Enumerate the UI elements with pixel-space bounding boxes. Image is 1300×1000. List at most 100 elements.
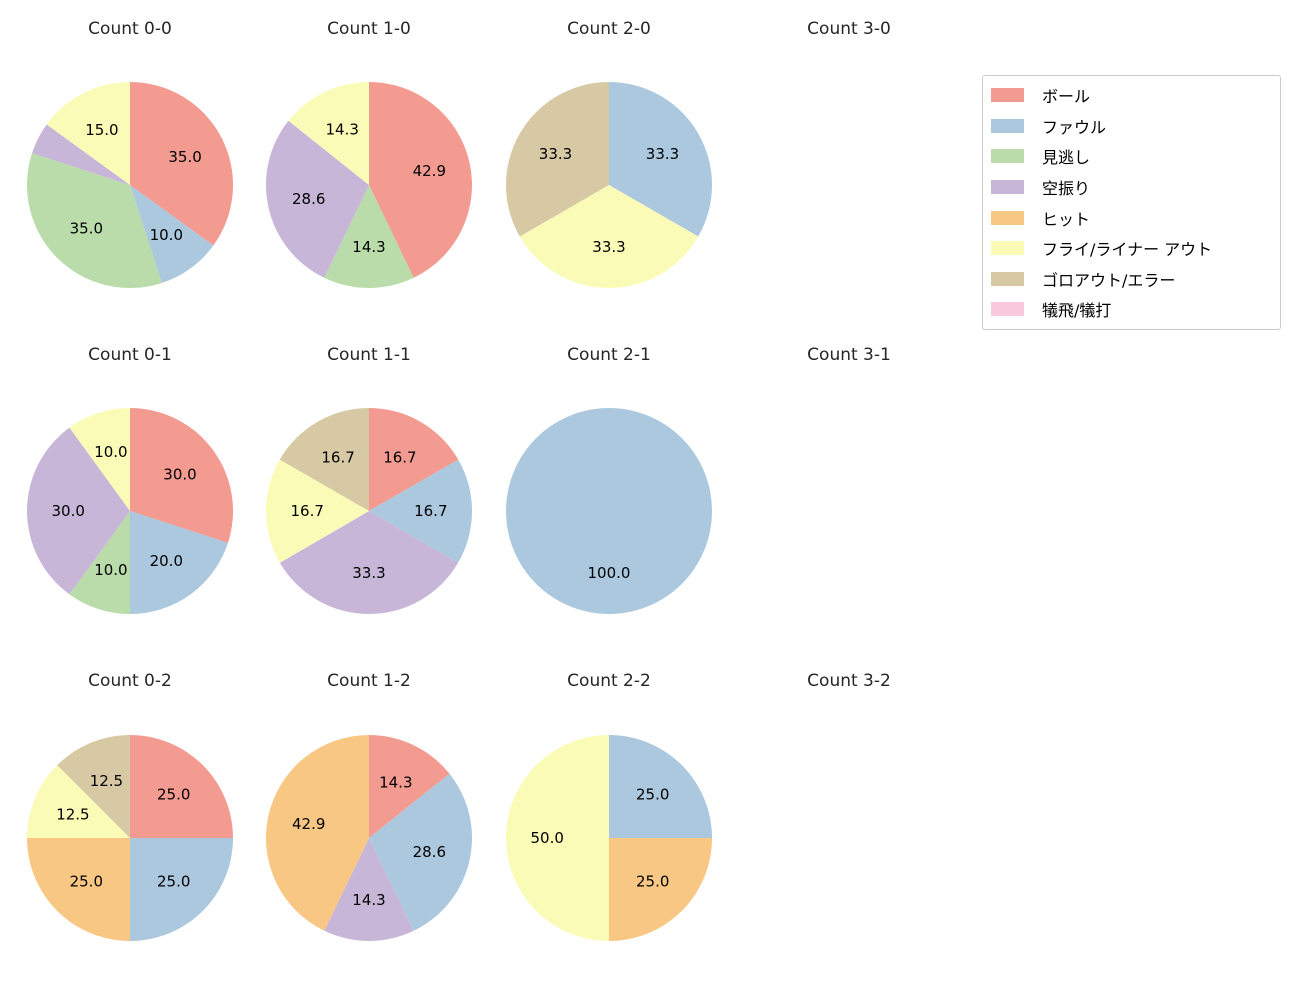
legend-swatch-icon (991, 118, 1024, 133)
chart-title: Count 0-0 (88, 19, 172, 39)
chart-title: Count 2-0 (567, 19, 651, 39)
pie-slice (288, 82, 369, 185)
chart-title: Count 0-1 (88, 345, 172, 365)
pie-slice-value: 50.0 (530, 829, 563, 847)
chart-title: Count 1-1 (327, 345, 411, 365)
legend-swatch-icon (991, 180, 1024, 195)
pie-slice (130, 408, 234, 543)
pie-slice-value: 35.0 (70, 220, 103, 238)
legend-swatch-icon (991, 149, 1024, 164)
pie-slice (609, 735, 712, 838)
pie-slice (266, 459, 369, 563)
legend-item: ファウル (991, 111, 1270, 142)
pie-slice-value: 28.6 (413, 843, 446, 861)
pie-slice (369, 773, 473, 931)
pie-slice (130, 735, 233, 838)
pie-slice-value: 25.0 (636, 785, 669, 803)
pie-slice (279, 408, 369, 511)
pie-slice (27, 838, 130, 941)
chart-title: Count 3-2 (807, 671, 891, 691)
pie-slice-value: 14.3 (352, 891, 385, 909)
pie-slice (506, 408, 712, 614)
legend-swatch-icon (991, 302, 1024, 317)
legend-item: 見逃し (991, 141, 1270, 172)
pie-slice-value: 25.0 (636, 873, 669, 891)
pie-slice-value: 10.0 (94, 561, 127, 579)
pie-slice-value: 100.0 (588, 564, 631, 582)
pie-slice-value: 16.7 (290, 502, 323, 520)
pie-slice-value: 12.5 (56, 805, 89, 823)
pie-slice-value: 16.7 (321, 449, 354, 467)
pie-slice (506, 82, 609, 237)
legend-label: ファウル (1042, 117, 1107, 137)
pie-slice-value: 20.0 (150, 552, 183, 570)
pie-slice (130, 82, 233, 246)
pie-slice (130, 185, 214, 283)
legend-label: ゴロアウト/エラー (1042, 270, 1176, 290)
pie-slice (609, 838, 712, 941)
pie-slice (27, 765, 130, 838)
pie-chart-count-2-0: 33.3 33.3 33.3 (506, 82, 712, 288)
pie-slice-value: 25.0 (157, 873, 190, 891)
pie-slice (69, 408, 130, 511)
pie-slice (32, 124, 130, 185)
pie-slice (26, 153, 162, 289)
pie-slice-value: 14.3 (352, 238, 385, 256)
pie-slice (130, 838, 233, 941)
pie-slice (506, 735, 609, 941)
pie-slice-value: 42.9 (413, 162, 446, 180)
chart-title: Count 3-1 (807, 345, 891, 365)
legend-item: フライ/ライナー アウト (991, 233, 1270, 264)
pie-slice-value: 35.0 (168, 148, 201, 166)
pie-slice-value: 14.3 (325, 120, 358, 138)
pie-chart-count-2-1: 100.0 (506, 408, 712, 614)
legend-swatch-icon (991, 210, 1024, 225)
legend-swatch-icon (991, 88, 1024, 103)
pie-chart-count-0-1: 30.0 20.0 10.0 30.0 10.0 (27, 408, 234, 614)
pie-slice (279, 511, 459, 614)
pie-slice (609, 82, 712, 237)
chart-title: Count 2-1 (567, 345, 651, 365)
legend-item: ボール (991, 80, 1270, 111)
pie-slice-value: 28.6 (292, 190, 325, 208)
legend-label: 空振り (1042, 179, 1091, 199)
pie-slice (265, 120, 369, 278)
pie-slice (69, 511, 130, 614)
pie-slice (519, 185, 699, 288)
legend-label: ヒット (1042, 209, 1091, 229)
chart-title: Count 0-2 (88, 671, 172, 691)
pie-slice (369, 735, 450, 838)
pie-chart-count-0-0: 35.0 10.0 35.0 15.0 (26, 82, 233, 289)
pie-slice-value: 42.9 (292, 815, 325, 833)
pie-chart-count-1-1: 16.7 16.7 33.3 16.7 16.7 (266, 408, 472, 614)
pie-slice (369, 459, 472, 563)
pie-slice-value: 25.0 (157, 785, 190, 803)
pie-slice (369, 408, 459, 511)
legend: ボールファウル見逃し空振りヒットフライ/ライナー アウトゴロアウト/エラー 犠飛/… (982, 75, 1281, 330)
chart-title: Count 2-2 (567, 671, 651, 691)
pie-slice (46, 82, 130, 185)
legend-label: ボール (1042, 87, 1091, 107)
legend-item: 空振り (991, 172, 1270, 203)
pie-slice-value: 16.7 (383, 449, 416, 467)
pie-slice-value: 33.3 (646, 145, 679, 163)
legend-item: ヒット (991, 202, 1270, 233)
pie-slice-value: 16.7 (414, 502, 447, 520)
pie-slice-value: 33.3 (352, 564, 385, 582)
pie-slice-value: 10.0 (150, 226, 183, 244)
pie-slice (27, 427, 130, 595)
legend-swatch-icon (991, 271, 1024, 286)
legend-label: 犠飛/犠打 (1042, 301, 1112, 321)
chart-title: Count 3-0 (807, 19, 891, 39)
pie-chart-count-2-2: 25.0 25.0 50.0 (506, 735, 712, 941)
pie-chart-count-1-0: 42.9 14.3 28.6 14.3 (265, 82, 473, 289)
chart-title: Count 1-2 (327, 671, 411, 691)
pie-slice-value: 10.0 (94, 443, 127, 461)
pie-slice-value: 12.5 (90, 772, 123, 790)
pie-slice (324, 838, 414, 942)
pie-chart-count-1-2: 14.3 28.6 14.3 42.9 (265, 735, 473, 942)
pie-slice (369, 82, 473, 278)
pie-slice-value: 30.0 (51, 502, 84, 520)
pie-slice-value: 33.3 (592, 238, 625, 256)
